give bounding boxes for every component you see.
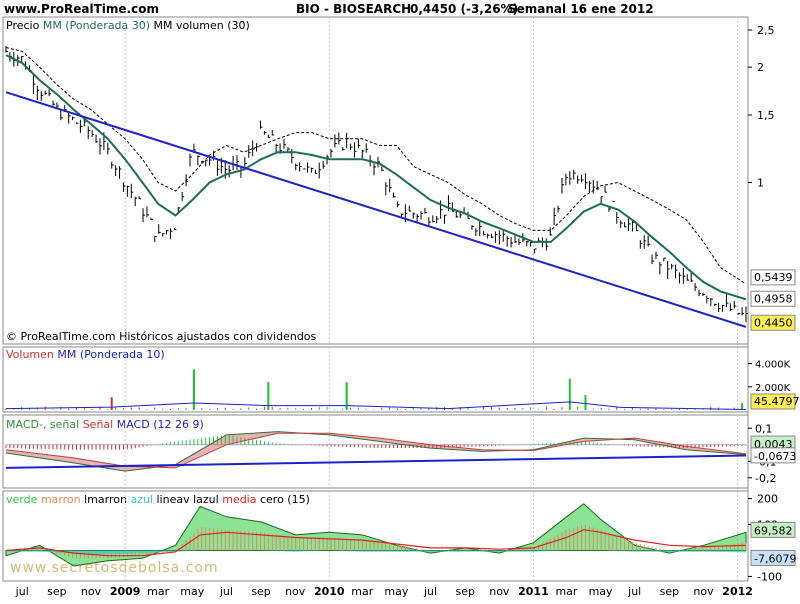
x-tick-label: 2009 <box>110 585 141 598</box>
legend-item: MM volumen (30) <box>150 19 250 32</box>
macd-value-box <box>750 447 796 464</box>
x-tick-label: 2011 <box>518 585 549 598</box>
osc-value-label: 69,582 <box>754 524 793 537</box>
legend-item: Señal <box>83 418 117 431</box>
osc-value-box <box>750 521 796 538</box>
x-tick-label: 2012 <box>722 585 753 598</box>
osc-tick-label: 200 <box>757 493 778 506</box>
chart-header: www.ProRealTime.com BIO - BIOSEARCH 0,44… <box>4 2 654 16</box>
watermark-text: www.secretosdebolsa.com <box>10 560 219 576</box>
x-tick-label: jul <box>423 585 437 598</box>
osc-tick-label: -100 <box>757 570 782 583</box>
x-tick-label: jul <box>627 585 641 598</box>
x-tick-label: sep <box>455 585 474 598</box>
volume-spike <box>192 369 195 410</box>
quote-label: 0,4450 (-3,26%) <box>410 2 518 16</box>
price-tick-label: 1,5 <box>757 109 775 122</box>
copyright-text: © ProRealTime.com Históricos ajustados c… <box>6 330 317 343</box>
macd-trendline <box>5 454 747 469</box>
period-label: Semanal 16 ene 2012 <box>508 2 654 16</box>
osc-value-box <box>750 549 796 566</box>
price-tick-label: 2,5 <box>757 24 775 37</box>
price-legend: Precio MM (Ponderada 30) MM volumen (30) <box>6 19 250 32</box>
site-label: www.ProRealTime.com <box>4 2 159 16</box>
ma-volume-line <box>5 47 747 285</box>
legend-item: MACD-, señal <box>6 418 83 431</box>
legend-item: Volumen <box>6 348 57 361</box>
legend-item: cero (15) <box>260 493 310 506</box>
osc-value-label: -7,6079 <box>754 552 796 565</box>
price-trendline <box>5 91 747 328</box>
x-tick-label: sep <box>47 585 66 598</box>
macd-layer <box>5 431 747 472</box>
ticker-label: BIO - BIOSEARCH <box>296 2 411 16</box>
macd-value-label: -0,0673 <box>754 450 796 463</box>
x-tick-label: jul <box>15 585 29 598</box>
legend-item: lineav <box>157 493 194 506</box>
signal-line <box>5 432 747 469</box>
x-tick-label: nov <box>693 585 714 598</box>
macd-tick-label: 0,1 <box>755 422 773 435</box>
x-tick-label: sep <box>251 585 270 598</box>
legend-item: MACD (12 26 9) <box>117 418 204 431</box>
legend-item: marron <box>41 493 84 506</box>
x-tick-label: sep <box>660 585 679 598</box>
osc-azul-area <box>6 550 746 555</box>
ma30-line <box>5 54 747 301</box>
price-value-label: 0,4958 <box>754 292 793 305</box>
volume-legend: Volumen MM (Ponderada 10) <box>6 348 165 361</box>
legend-item: lazul <box>193 493 222 506</box>
volume-value-box <box>750 393 796 410</box>
x-tick-label: nov <box>81 585 102 598</box>
volume-spike <box>741 403 744 410</box>
volume-spike <box>267 382 270 410</box>
x-tick-label: may <box>384 585 408 598</box>
legend-item: verde <box>6 493 41 506</box>
macd-tick-label: -0,2 <box>755 472 776 485</box>
oscillator-layer <box>5 503 747 567</box>
oscillator-legend: verde marron lmarron azul lineav lazul m… <box>6 493 310 506</box>
legend-item: azul <box>130 493 156 506</box>
volume-layer <box>5 369 747 410</box>
volume-spike <box>110 397 113 410</box>
macd-signal-fill <box>6 431 746 472</box>
volume-spike <box>568 378 571 410</box>
price-tick-label: 1 <box>757 177 764 190</box>
volume-ma-line <box>5 401 747 410</box>
price-value-label: 0,4450 <box>754 316 793 329</box>
price-value-box <box>750 290 796 307</box>
x-tick-label: may <box>180 585 204 598</box>
legend-item: media <box>222 493 260 506</box>
x-tick-label: may <box>589 585 613 598</box>
price-value-box <box>750 269 796 286</box>
volume-spike <box>584 394 587 410</box>
volume-spike <box>345 382 348 410</box>
axes-layer: jul sep nov 2009 mar may jul sep nov 2010 mar may ju… <box>15 24 800 598</box>
x-tick-label: 2010 <box>314 585 345 598</box>
price-value-box <box>750 314 796 331</box>
volume-value-label: 45.4797 <box>754 395 800 408</box>
x-tick-label: nov <box>489 585 510 598</box>
legend-item: Precio <box>6 19 43 32</box>
x-tick-label: mar <box>351 585 373 598</box>
x-tick-label: jul <box>219 585 233 598</box>
macd-legend: MACD-, señal Señal MACD (12 26 9) <box>6 418 204 431</box>
x-tick-label: mar <box>147 585 169 598</box>
legend-item: MM (Ponderada 10) <box>57 348 164 361</box>
price-layer <box>5 45 748 328</box>
x-tick-label: nov <box>285 585 306 598</box>
price-tick-label: 2 <box>757 61 764 74</box>
legend-item: MM (Ponderada 30) <box>43 19 150 32</box>
x-tick-label: mar <box>555 585 577 598</box>
price-value-label: 0,5439 <box>754 271 793 284</box>
volume-tick-label: 4.000K <box>755 360 791 371</box>
legend-item: lmarron <box>84 493 130 506</box>
osc-media-line <box>5 529 747 557</box>
volume-tick-label: 2.000K <box>755 383 791 394</box>
